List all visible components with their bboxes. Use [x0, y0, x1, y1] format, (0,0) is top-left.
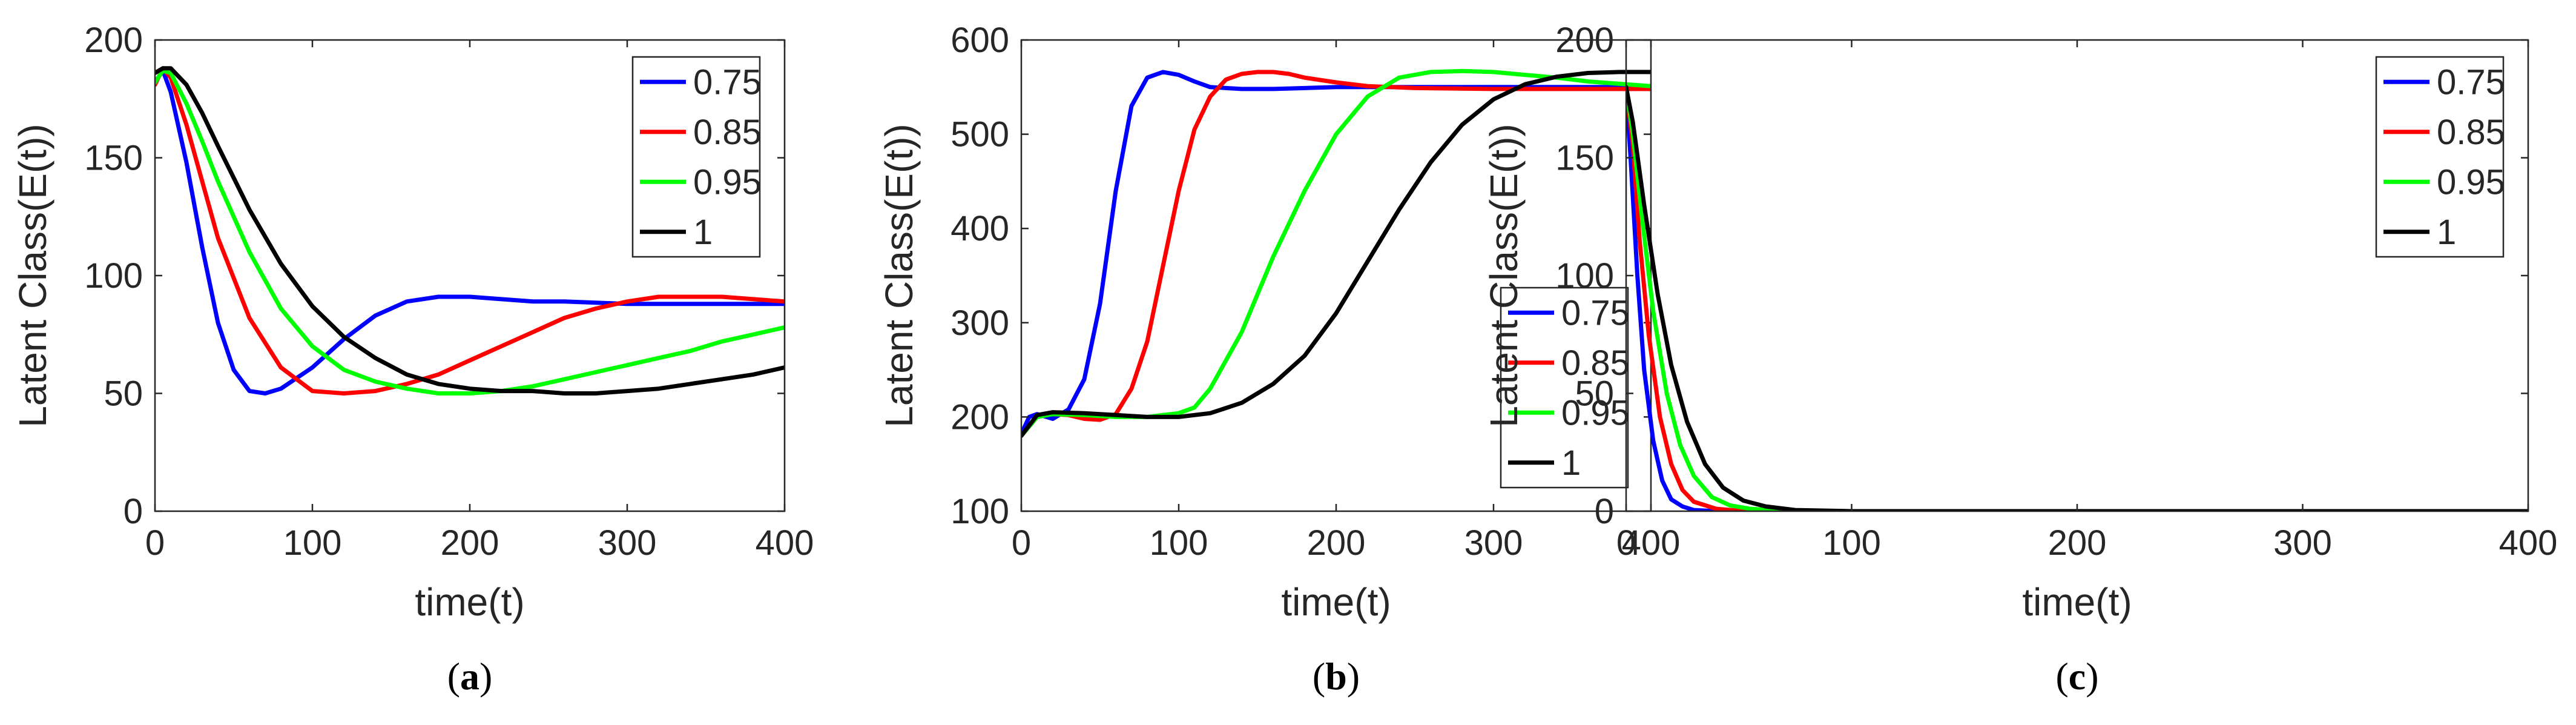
legend-box	[2375, 56, 2505, 258]
legend-label-0.85: 0.85	[693, 113, 762, 152]
series-line-0.75	[1626, 85, 2528, 511]
x-tick-label: 300	[598, 523, 657, 563]
x-tick-label: 0	[1616, 523, 1636, 563]
y-tick-label: 200	[84, 21, 143, 60]
legend-label-0.95: 0.95	[1561, 393, 1630, 432]
y-axis-label: Latent Class(E(t))	[877, 124, 921, 427]
series-line-0.75	[1021, 70, 1651, 436]
series-line-1	[155, 66, 785, 396]
x-tick-label: 400	[756, 523, 814, 563]
legend-label-0.75: 0.75	[1561, 293, 1630, 333]
y-tick-label: 600	[950, 21, 1009, 60]
y-tick-label: 150	[1555, 139, 1614, 178]
x-tick-label: 400	[1622, 523, 1681, 563]
series-line-1	[1021, 70, 1651, 438]
legend-label-0.95: 0.95	[693, 162, 762, 202]
legend-label-0.75: 0.75	[693, 62, 762, 102]
y-tick-label: 500	[950, 115, 1009, 154]
series-line-0.85	[1021, 70, 1651, 438]
y-axis-label: Latent Class(E(t))	[11, 124, 54, 427]
legend-label-0.95: 0.95	[2437, 162, 2505, 202]
panel-label: (b)	[1313, 655, 1360, 698]
series-line-0.95	[155, 68, 785, 396]
x-axis-label: time(t)	[415, 580, 524, 624]
legend-box	[631, 56, 761, 258]
panel-label: (a)	[447, 655, 493, 698]
y-tick-label: 400	[950, 209, 1009, 248]
x-tick-label: 200	[1307, 523, 1366, 563]
x-tick-label: 0	[145, 523, 165, 563]
x-tick-label: 300	[2273, 523, 2332, 563]
y-tick-label: 50	[1575, 374, 1614, 414]
legend-label-0.75: 0.75	[2437, 62, 2505, 102]
y-tick-label: 100	[84, 256, 143, 296]
legend-box	[1500, 286, 1629, 489]
x-tick-label: 100	[1150, 523, 1208, 563]
y-tick-label: 100	[1555, 256, 1614, 296]
legend-label-0.85: 0.85	[2437, 113, 2505, 152]
panel-b: 0 100 200 300 400100200300400500600time(t)La…	[877, 21, 1680, 698]
legend-label-1: 1	[2437, 213, 2456, 252]
x-tick-label: 100	[1822, 523, 1881, 563]
series-line-0.75	[155, 68, 785, 396]
y-tick-label: 0	[124, 492, 143, 531]
legend: 0.75 0.85 0.95 1	[1500, 286, 1630, 489]
legend: 0.75 0.85 0.95 1	[631, 56, 762, 258]
y-tick-label: 200	[950, 397, 1009, 437]
x-tick-label: 0	[1012, 523, 1031, 563]
x-tick-label: 100	[283, 523, 342, 563]
panel-a: 0 100 200 300 400 0 50 100 150 200 time(t) Latent C…	[11, 21, 814, 698]
y-tick-label: 150	[84, 139, 143, 178]
x-tick-label: 200	[2048, 523, 2107, 563]
series-line-0.85	[1626, 85, 2528, 511]
x-axis-label: time(t)	[2022, 580, 2132, 624]
legend: 0.75 0.85 0.95 1	[2375, 56, 2505, 258]
legend-label-1: 1	[693, 213, 713, 252]
legend-label-0.85: 0.85	[1561, 343, 1630, 383]
legend-label-1: 1	[1561, 443, 1581, 483]
y-axis-label: Latent Class(E(t))	[1482, 124, 1526, 427]
x-axis-label: time(t)	[1281, 580, 1391, 624]
y-tick-label: 50	[104, 374, 143, 414]
x-tick-label: 400	[2499, 523, 2558, 563]
y-tick-label: 300	[950, 303, 1009, 343]
y-tick-label: 200	[1555, 21, 1614, 60]
x-tick-label: 300	[1464, 523, 1523, 563]
y-tick-label: 100	[950, 492, 1009, 531]
y-tick-label: 0	[1595, 492, 1614, 531]
panel-label: (c)	[2055, 655, 2098, 698]
x-tick-label: 200	[441, 523, 499, 563]
